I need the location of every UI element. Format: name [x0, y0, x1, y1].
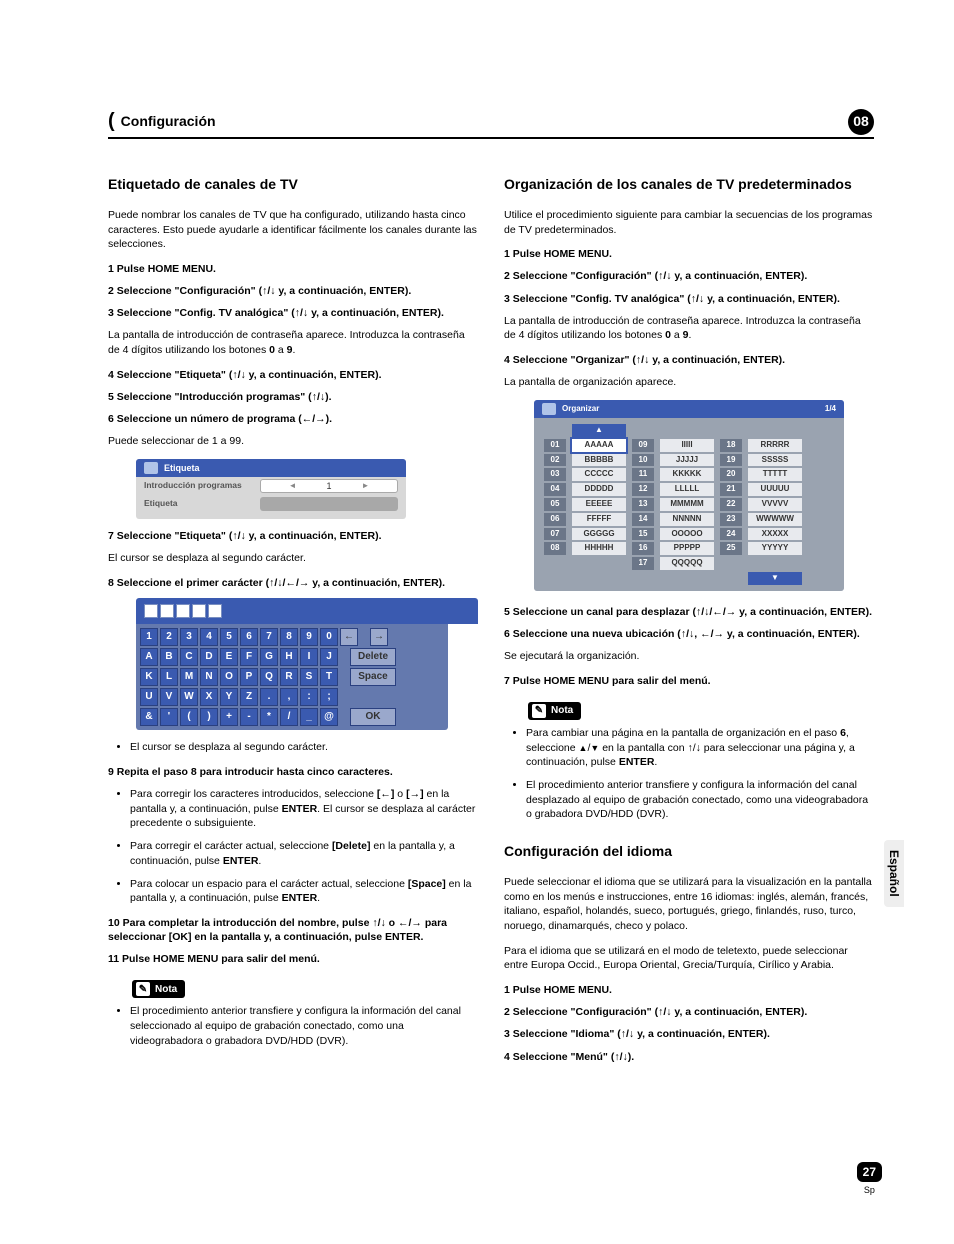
l-step-4: 4 Seleccione "Menú" (/). [504, 1050, 874, 1064]
chapter-header: ( Configuración 08 [108, 108, 874, 139]
r-step-5: 5 Seleccione un canal para desplazar (//… [504, 605, 874, 619]
keyboard: 1234567890←→ ABCDEFGHIJDelete KLMNOPQRST… [136, 598, 478, 730]
step-6-note: Puede seleccionar de 1 a 99. [108, 434, 478, 449]
r-step-6: 6 Seleccione una nueva ubicación (/, / y… [504, 627, 874, 641]
lang-p1: Puede seleccionar el idioma que se utili… [504, 875, 874, 934]
page-number: 27 Sp [857, 1162, 882, 1196]
chapter-number: 08 [848, 109, 874, 135]
l-step-3: 3 Seleccione "Idioma" (/ y, a continuaci… [504, 1027, 874, 1041]
step-8: 8 Seleccione el primer carácter (/// y, … [108, 576, 478, 590]
header-paren: ( [108, 108, 115, 135]
tv-icon [144, 462, 158, 474]
step-9: 9 Repita el paso 8 para introducir hasta… [108, 765, 478, 779]
step-11: 11 Pulse HOME MENU para salir del menú. [108, 952, 478, 966]
r-step-1: 1 Pulse HOME MENU. [504, 247, 874, 261]
nota-badge-left: ✎Nota [132, 980, 185, 998]
step-3-note: La pantalla de introducción de contraseñ… [108, 328, 478, 357]
r-step-6-note: Se ejecutará la organización. [504, 649, 874, 664]
nota-bullets-left: El procedimiento anterior transfiere y c… [108, 1004, 478, 1048]
section-title-organizacion: Organización de los canales de TV predet… [504, 175, 874, 194]
kb-row-5: &'()+-*/_@OK [140, 708, 444, 726]
nota-badge-right: ✎Nota [528, 702, 581, 720]
right-column: Organización de los canales de TV predet… [504, 175, 874, 1072]
l-step-1: 1 Pulse HOME MENU. [504, 983, 874, 997]
r-step-3: 3 Seleccione "Config. TV analógica" (/ y… [504, 292, 874, 306]
language-tab: Español [884, 840, 904, 907]
step-7-note: El cursor se desplaza al segundo carácte… [108, 551, 478, 566]
step-5: 5 Seleccione "Introducción programas" (/… [108, 390, 478, 404]
step-3: 3 Seleccione "Config. TV analógica" (/ y… [108, 306, 478, 320]
section-title-etiquetado: Etiquetado de canales de TV [108, 175, 478, 194]
tv-icon [542, 403, 556, 415]
step-6: 6 Seleccione un número de programa (/). [108, 412, 478, 426]
panel-row-intro: Introducción programas ◄1► [136, 477, 406, 495]
l-step-2: 2 Seleccione "Configuración" (/ y, a con… [504, 1005, 874, 1019]
step-9-bullets: Para corregir los caracteres introducido… [108, 787, 478, 906]
r-step-4-note: La pantalla de organización aparece. [504, 375, 874, 390]
chapter-title: Configuración [121, 112, 216, 131]
etiqueta-panel-title: Etiqueta [136, 459, 406, 477]
step-10: 10 Para completar la introducción del no… [108, 916, 478, 944]
r-step-3-note: La pantalla de introducción de contraseñ… [504, 314, 874, 343]
left-column: Etiquetado de canales de TV Puede nombra… [108, 175, 478, 1072]
organizar-panel: Organizar1/4 ▲01AAAAA09IIIII18RRRRR02BBB… [534, 400, 844, 591]
section-title-idioma: Configuración del idioma [504, 842, 874, 861]
step-4: 4 Seleccione "Etiqueta" (/ y, a continua… [108, 368, 478, 382]
step-2: 2 Seleccione "Configuración" (/ y, a con… [108, 284, 478, 298]
r-step-7: 7 Pulse HOME MENU para salir del menú. [504, 674, 874, 688]
kb-row-3: KLMNOPQRSTSpace [140, 668, 444, 686]
etiqueta-panel: Etiqueta Introducción programas ◄1► Etiq… [136, 459, 406, 519]
intro-text: Puede nombrar los canales de TV que ha c… [108, 208, 478, 252]
kb-row-2: ABCDEFGHIJDelete [140, 648, 444, 666]
panel-row-etiqueta: Etiqueta [136, 495, 406, 513]
kb-row-1: 1234567890←→ [140, 628, 444, 646]
step-8-bullets: El cursor se desplaza al segundo carácte… [108, 740, 478, 755]
nota-bullets-right: Para cambiar una página en la pantalla d… [504, 726, 874, 822]
r-step-4: 4 Seleccione "Organizar" (/ y, a continu… [504, 353, 874, 367]
kb-row-4: UVWXYZ.,:; [140, 688, 444, 706]
step-1: 1 Pulse HOME MENU. [108, 262, 478, 276]
pencil-icon: ✎ [532, 704, 546, 718]
org-intro: Utilice el procedimiento siguiente para … [504, 208, 874, 237]
lang-p2: Para el idioma que se utilizará en el mo… [504, 944, 874, 973]
r-step-2: 2 Seleccione "Configuración" (/ y, a con… [504, 269, 874, 283]
pencil-icon: ✎ [136, 982, 150, 996]
step-7: 7 Seleccione "Etiqueta" (/ y, a continua… [108, 529, 478, 543]
